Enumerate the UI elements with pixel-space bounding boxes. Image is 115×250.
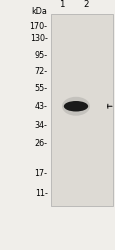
Text: 2: 2 xyxy=(83,0,88,9)
FancyBboxPatch shape xyxy=(51,14,112,206)
Text: 170-: 170- xyxy=(29,22,47,31)
Text: 11-: 11- xyxy=(34,189,47,198)
Text: 43-: 43- xyxy=(34,102,47,111)
Text: 72-: 72- xyxy=(34,67,47,76)
Text: 34-: 34- xyxy=(34,120,47,130)
Text: 1: 1 xyxy=(59,0,64,9)
Text: kDa: kDa xyxy=(31,7,47,16)
Text: 26-: 26- xyxy=(34,139,47,148)
Text: 17-: 17- xyxy=(34,169,47,178)
Text: 55-: 55- xyxy=(34,84,47,93)
Ellipse shape xyxy=(61,97,89,116)
Text: 130-: 130- xyxy=(29,34,47,43)
Ellipse shape xyxy=(63,101,87,112)
Text: 95-: 95- xyxy=(34,50,47,59)
